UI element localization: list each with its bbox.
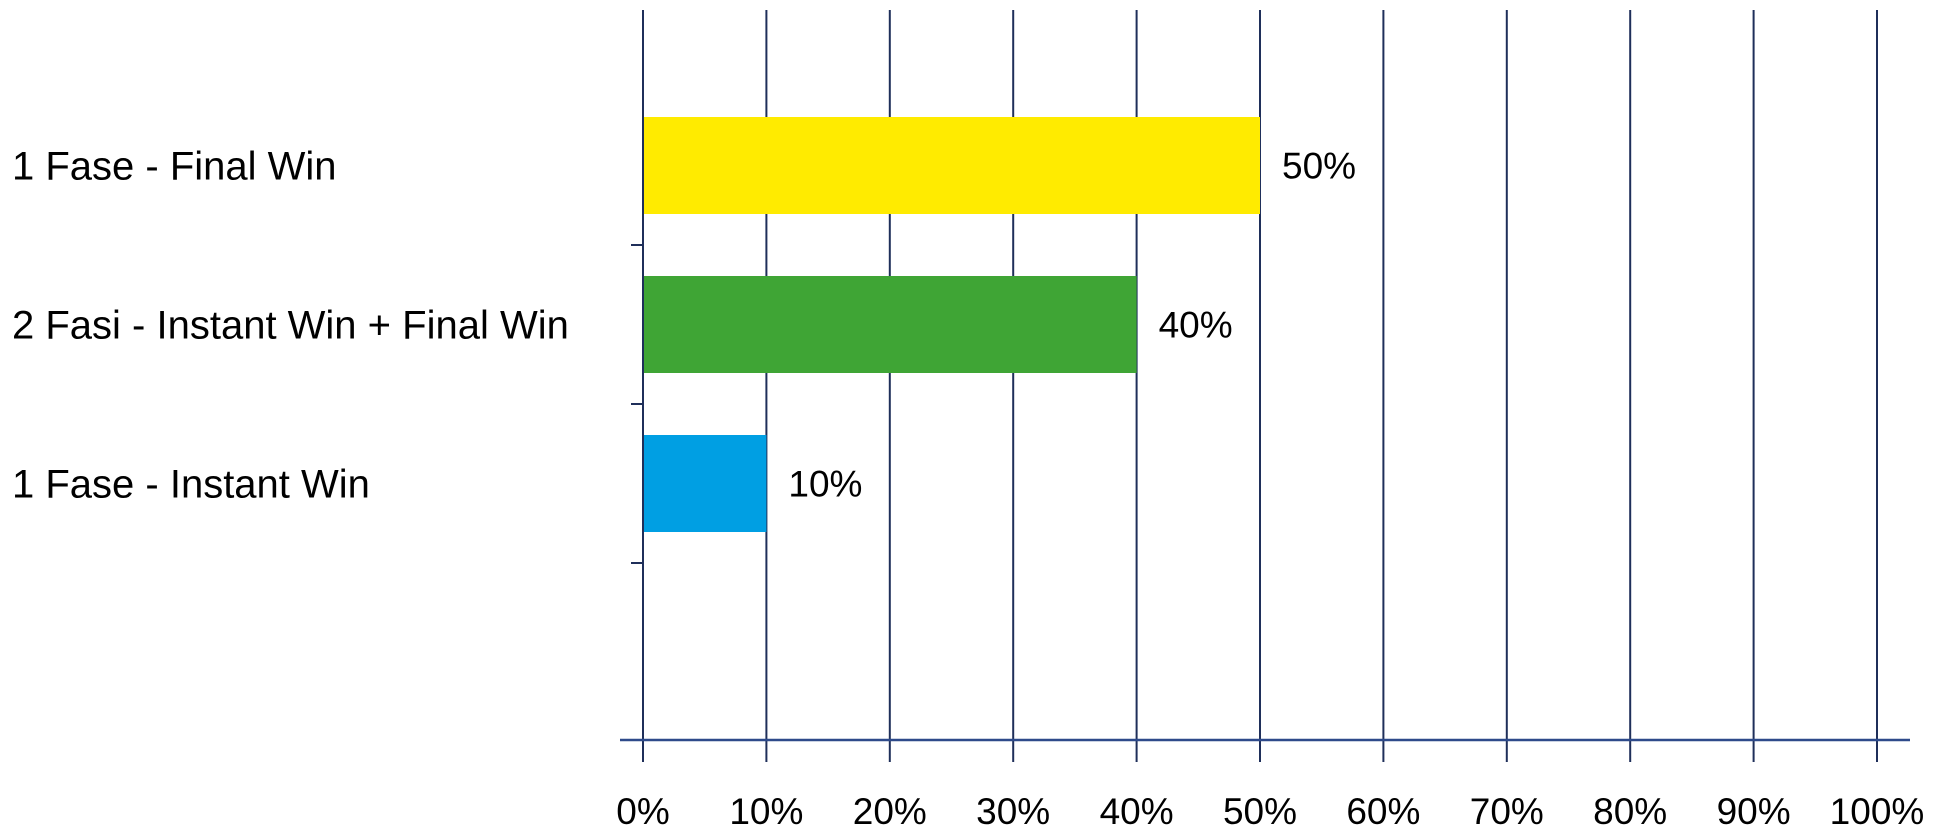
x-tick-label: 60%: [1346, 791, 1420, 831]
category-label: 1 Fase - Instant Win: [12, 463, 370, 507]
x-tick-label: 70%: [1470, 791, 1544, 831]
x-tick-label: 50%: [1223, 791, 1297, 831]
bar: [643, 435, 767, 532]
x-tick-label: 10%: [729, 791, 803, 831]
x-tick-label: 30%: [976, 791, 1050, 831]
bar: [643, 276, 1137, 373]
x-tick-label: 40%: [1100, 791, 1174, 831]
x-tick-label: 100%: [1830, 791, 1925, 831]
data-label: 10%: [788, 464, 862, 505]
x-tick-label: 90%: [1717, 791, 1791, 831]
axes: [620, 10, 1910, 762]
category-label: 1 Fase - Final Win: [12, 145, 337, 189]
x-tick-label: 80%: [1593, 791, 1667, 831]
category-label: 2 Fasi - Instant Win + Final Win: [12, 304, 569, 348]
x-tick-label: 20%: [853, 791, 927, 831]
data-label: 50%: [1282, 146, 1356, 187]
bars: [643, 117, 1260, 532]
x-tick-label: 0%: [616, 791, 669, 831]
data-label: 40%: [1159, 305, 1233, 346]
labels: 0% 10% 20% 30% 40% 50% 60% 70% 80% 90% 100% 1 Fase …: [12, 145, 1924, 831]
bar: [643, 117, 1260, 214]
